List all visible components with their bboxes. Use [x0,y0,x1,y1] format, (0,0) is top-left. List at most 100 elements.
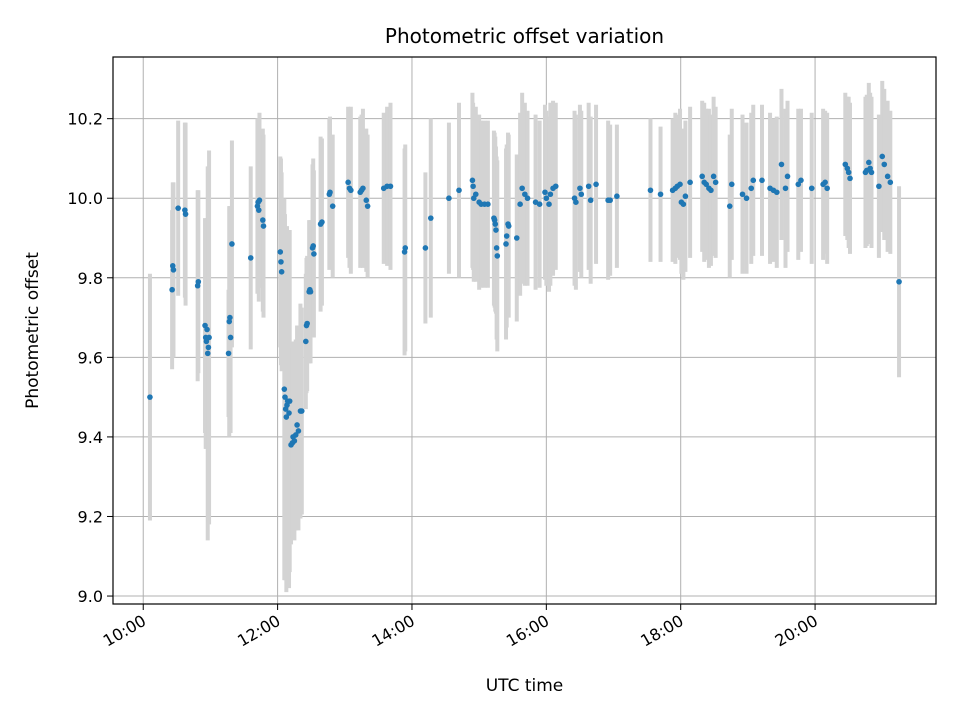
data-point [703,181,710,188]
data-point [759,177,765,184]
data-point [680,201,687,207]
data-point [682,193,689,200]
data-point [363,197,370,204]
data-point [260,217,266,223]
data-point [708,187,714,194]
data-point [593,181,599,188]
data-point [456,187,462,194]
data-point [505,223,512,229]
data-point [255,207,262,213]
data-point [585,183,592,190]
data-point [868,169,875,176]
data-point [494,253,501,259]
data-point [225,350,232,357]
y-tick-label: 9.0 [78,587,103,606]
data-point [743,195,750,202]
data-point [307,288,314,295]
data-point [536,201,543,207]
data-point [699,173,706,180]
data-point [310,243,317,249]
data-point [876,183,882,190]
y-axis-ticks: 9.0 9.2 9.4 9.6 9.8 10.0 10.2 [67,110,113,606]
y-tick-label: 10.2 [67,110,103,129]
data-point [578,191,585,198]
data-point [319,219,325,225]
data-point [728,181,735,188]
data-point [739,191,746,198]
data-point [748,185,755,192]
data-point [303,338,309,345]
data-point [896,278,902,285]
data-point [543,195,550,202]
data-point [229,241,235,247]
data-point [522,191,528,198]
data-point [195,278,202,285]
data-point [493,227,499,233]
data-point [329,203,336,209]
data-point [784,173,791,180]
data-point [517,201,523,207]
data-point [282,394,288,400]
data-points [147,153,902,448]
data-point [227,314,233,321]
plot-frame [112,56,937,605]
data-point [294,422,300,428]
data-point [587,197,594,204]
data-point [304,320,310,327]
data-point [782,185,789,192]
data-point [542,189,548,196]
data-point [503,241,509,247]
data-point [278,269,285,275]
data-point [182,211,189,217]
data-point [286,398,293,404]
data-point [446,195,452,202]
data-point [524,195,531,202]
chart-title: Photometric offset variation [385,24,664,48]
data-point [204,350,211,357]
data-point [677,181,683,188]
y-axis-label: Photometric offset [23,252,43,409]
data-point [824,185,830,192]
data-point [311,251,317,257]
data-point [298,408,305,414]
data-point [822,179,828,186]
data-point [881,161,888,168]
data-point [687,179,693,186]
y-tick-label: 9.8 [78,269,103,288]
y-tick-label: 9.6 [78,348,103,367]
data-point [607,197,613,204]
data-point [422,245,429,251]
y-tick-label: 9.2 [78,507,103,526]
data-point [887,179,894,186]
data-point [847,175,853,182]
data-point [278,259,284,265]
data-point [327,189,333,196]
data-point [277,249,284,255]
data-point [546,201,552,207]
data-point [247,255,254,261]
data-point [485,201,491,207]
data-point [577,185,583,192]
data-point [348,187,354,194]
data-point [884,173,891,180]
data-point [286,410,292,416]
data-point [547,191,554,198]
data-point [573,199,579,206]
data-point [295,428,302,434]
data-point [260,223,267,229]
data-point [205,344,212,351]
data-point [364,203,371,209]
data-point [256,197,263,204]
data-point [492,221,499,227]
y-tick-label: 9.4 [78,428,103,447]
data-point [170,267,177,273]
data-point [206,334,212,341]
data-point [710,173,717,180]
data-point [427,215,434,221]
data-point [866,159,872,166]
data-point [291,438,298,444]
data-point [795,181,802,188]
data-point [750,177,757,184]
